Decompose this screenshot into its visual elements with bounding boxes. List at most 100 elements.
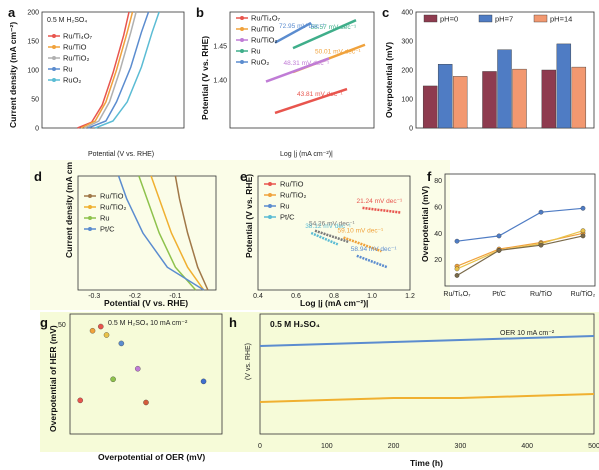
bar-c-2-2 xyxy=(571,66,587,129)
legend-label-d-0: Ru/TiO xyxy=(100,192,124,201)
panel-h-xlabel: Time (h) xyxy=(410,458,443,468)
scatter-point-g-4 xyxy=(135,365,141,372)
slope-label-b-0: 43.81 mV dec⁻¹ xyxy=(297,91,344,98)
panel-h-annotation: 0.5 M H₂SO₄ xyxy=(270,319,320,329)
panel-label-h: h xyxy=(229,315,237,330)
legend-label-b-3: Ru xyxy=(251,47,261,56)
ytick-f-2: 60 xyxy=(434,204,442,211)
panel-h-frame xyxy=(259,313,595,435)
xtick-h-1: 100 xyxy=(321,443,333,450)
panel-e-xlabel: Log |j (mA cm⁻²)| xyxy=(300,298,368,308)
panel-d-xlabel: Potential (V vs. RHE) xyxy=(104,298,188,308)
fit-line-b-4 xyxy=(274,21,312,44)
ytick-c-2: 200 xyxy=(401,68,413,75)
panel-g-ytick-50: 50 xyxy=(58,322,66,329)
xtick-d-2: -0.1 xyxy=(169,293,181,300)
legend-label-e-1: Ru/TiO₂ xyxy=(280,191,306,200)
panel-c-ylabel: Overpotential (mV) xyxy=(384,42,394,118)
category-label-f-1: Pt/C xyxy=(492,291,506,298)
panel-label-g: g xyxy=(40,315,48,330)
legend-marker-b-1 xyxy=(240,27,244,31)
scatter-point-g-3 xyxy=(118,340,125,347)
legend-marker-e-2 xyxy=(268,204,272,208)
legend-label-d-2: Ru xyxy=(100,214,110,223)
series-line-h-1 xyxy=(259,393,595,403)
legend-label-e-0: Ru/TiO xyxy=(280,180,304,189)
panel-label-f: f xyxy=(427,169,432,184)
legend-label-e-2: Ru xyxy=(280,202,290,211)
legend-marker-e-3 xyxy=(268,215,272,219)
legend-marker-d-2 xyxy=(88,216,92,220)
panel-label-e: e xyxy=(240,169,247,184)
panel-b: b Potential (V vs. RHE) Log |j (mA cm⁻²)… xyxy=(196,5,375,158)
panel-f-categories: Ru/Ti₄O₇ Pt/C Ru/TiO Ru/TiO₂ xyxy=(443,291,595,298)
series-line-d-3 xyxy=(117,175,205,291)
panel-a-xlabel: Potential (V vs. RHE) xyxy=(88,151,154,158)
panel-g-points xyxy=(77,323,207,406)
bar-c-1-2 xyxy=(512,68,527,129)
legend-marker-d-1 xyxy=(88,205,92,209)
legend-label-b-0: Ru/Ti₄O₇ xyxy=(251,14,281,23)
panel-e-legend: Ru/TiO Ru/TiO₂ Ru Pt/C xyxy=(264,180,306,222)
legend-label-b-1: Ru/TiO xyxy=(251,25,275,34)
panel-b-yticks: 1.40 1.45 xyxy=(213,44,227,85)
fit-line-b-0 xyxy=(274,87,348,115)
bar-c-0-2 xyxy=(452,76,468,129)
legend-label-b-2: Ru/TiO₂ xyxy=(251,36,277,45)
panel-a-lines xyxy=(77,11,160,129)
point-f-0-3 xyxy=(580,205,586,211)
ytick-a-4: 200 xyxy=(27,10,39,17)
series-line-f-2 xyxy=(456,230,584,270)
slope-label-b-3: 58.57 mV dec⁻¹ xyxy=(311,24,358,31)
ytick-a-3: 150 xyxy=(27,39,39,46)
legend-label-a-3: Ru xyxy=(63,65,73,74)
xtick-e-4: 1.2 xyxy=(405,293,415,300)
xtick-e-3: 1.0 xyxy=(367,293,377,300)
legend-marker-b-2 xyxy=(240,38,244,42)
point-f-0-1 xyxy=(496,233,502,239)
ytick-c-0: 0 xyxy=(409,126,413,133)
series-line-a-2 xyxy=(84,11,137,129)
bar-c-0-1 xyxy=(437,63,453,129)
point-f-0-0 xyxy=(454,238,460,244)
fit-line-b-3 xyxy=(292,19,357,50)
legend-label-a-2: Ru/TiO₂ xyxy=(63,54,89,63)
slope-label-e-1: 59.10 mV dec⁻¹ xyxy=(338,228,385,235)
xtick-h-5: 500 xyxy=(588,443,599,450)
xtick-e-1: 0.6 xyxy=(291,293,301,300)
legend-label-c-1: pH=7 xyxy=(495,15,513,24)
panel-a-legend: Ru/Ti₄O₇ Ru/TiO Ru/TiO₂ Ru RuO₂ xyxy=(48,32,93,85)
panel-a-yticks: 0 50 100 150 200 xyxy=(27,10,39,133)
xtick-h-2: 200 xyxy=(388,443,400,450)
legend-marker-b-0 xyxy=(240,16,244,20)
panel-h: h 0.5 M H₂SO₄ (V vs. RHE) Time (h) 0 100 2… xyxy=(229,313,599,468)
fit-line-e-1 xyxy=(343,236,382,253)
ytick-f-3: 80 xyxy=(434,178,442,185)
panel-b-frame xyxy=(229,11,375,129)
point-f-0-2 xyxy=(538,209,544,215)
bg-band-bottom xyxy=(40,312,599,452)
ytick-a-0: 0 xyxy=(35,126,39,133)
panel-b-lines: 43.81 mV dec⁻¹ 50.01 mV dec⁻¹ 48.31 mV dec… xyxy=(265,19,366,115)
legend-label-d-1: Ru/TiO₂ xyxy=(100,203,126,212)
scatter-point-g-8 xyxy=(200,378,207,385)
series-line-f-1 xyxy=(456,232,584,267)
scatter-point-g-2 xyxy=(103,332,110,338)
point-f-2-3 xyxy=(580,228,586,234)
ytick-b-1: 1.45 xyxy=(213,44,227,51)
panel-d-ylabel: Current density (mA cm xyxy=(64,162,74,258)
bar-c-2-1 xyxy=(556,43,572,129)
series-line-h-0 xyxy=(259,335,595,347)
ytick-c-3: 300 xyxy=(401,39,413,46)
series-line-a-4 xyxy=(94,11,160,129)
legend-marker-e-1 xyxy=(268,193,272,197)
panel-label-c: c xyxy=(382,5,389,20)
panel-g: g 0.5 M H₂SO₄ 10 mA cm⁻² Overpotential o… xyxy=(40,313,223,462)
legend-marker-a-2 xyxy=(52,56,56,60)
series-line-f-0 xyxy=(456,207,584,242)
panel-g-frame xyxy=(69,313,223,435)
panel-e: e Potential (V vs. RHE) Log |j (mA cm⁻²)… xyxy=(240,169,415,308)
ytick-c-4: 400 xyxy=(401,10,413,17)
xtick-h-4: 400 xyxy=(521,443,533,450)
